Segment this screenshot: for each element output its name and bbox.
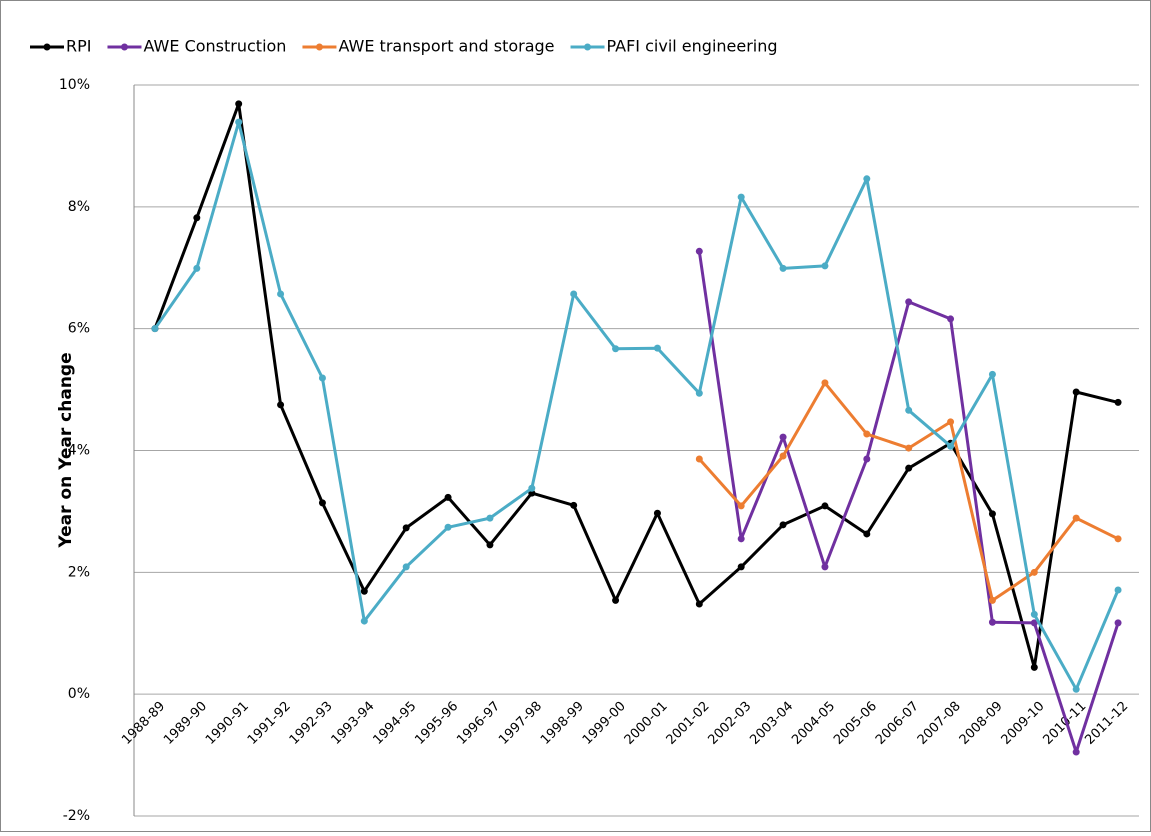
data-point [737, 193, 745, 201]
data-point [1072, 748, 1080, 756]
data-point [947, 418, 955, 426]
data-point [905, 298, 913, 306]
data-point [1114, 619, 1122, 627]
data-point [863, 530, 871, 538]
data-point [947, 315, 955, 323]
legend-label: PAFI civil engineering [607, 37, 778, 56]
data-point [653, 509, 661, 517]
data-point [695, 389, 703, 397]
legend-marker [584, 43, 592, 51]
data-point [486, 514, 494, 522]
y-axis-title: Year on Year change [56, 352, 76, 548]
data-point [360, 617, 368, 625]
data-point [947, 442, 955, 450]
y-tick-label: 0% [68, 686, 90, 702]
data-point [1030, 568, 1038, 576]
y-tick-label: 8% [68, 199, 90, 215]
data-point [905, 406, 913, 414]
data-point [779, 433, 787, 441]
y-tick-label: 2% [68, 564, 90, 580]
data-point [695, 600, 703, 608]
legend-label: AWE Construction [143, 37, 286, 56]
data-point [402, 524, 410, 532]
data-point [528, 489, 536, 497]
data-point [277, 290, 285, 298]
data-point [821, 262, 829, 270]
data-point [695, 455, 703, 463]
data-point [988, 596, 996, 604]
data-point [905, 444, 913, 452]
data-point [570, 290, 578, 298]
y-tick-label: 4% [68, 443, 90, 459]
data-point [193, 264, 201, 272]
data-point [486, 541, 494, 549]
data-point [653, 344, 661, 352]
data-point [1072, 685, 1080, 693]
data-point [1030, 619, 1038, 627]
data-point [318, 499, 326, 507]
data-point [988, 510, 996, 518]
y-tick-label: 10% [59, 77, 90, 93]
data-point [277, 401, 285, 409]
data-point [444, 493, 452, 501]
y-tick-label: 6% [68, 321, 90, 337]
data-point [821, 563, 829, 571]
data-point [821, 379, 829, 387]
data-point [779, 521, 787, 529]
data-point [737, 563, 745, 571]
legend-label: RPI [66, 37, 91, 56]
data-point [1072, 388, 1080, 396]
legend-marker [43, 43, 51, 51]
data-point [863, 175, 871, 183]
legend-label: AWE transport and storage [338, 37, 554, 56]
legend-marker [120, 43, 128, 51]
data-point [905, 464, 913, 472]
data-point [1072, 514, 1080, 522]
y-tick-label: -2% [63, 808, 90, 824]
data-point [402, 563, 410, 571]
data-point [863, 430, 871, 438]
data-point [1114, 398, 1122, 406]
data-point [1030, 663, 1038, 671]
data-point [235, 100, 243, 108]
series-line [153, 120, 1120, 691]
data-point [1114, 586, 1122, 594]
data-point [528, 484, 536, 492]
data-point [612, 596, 620, 604]
data-point [1030, 610, 1038, 618]
data-point [318, 374, 326, 382]
data-point [1114, 535, 1122, 543]
data-point [988, 618, 996, 626]
data-point [737, 502, 745, 510]
data-point [193, 214, 201, 222]
data-point [737, 535, 745, 543]
data-point [695, 247, 703, 255]
data-point [444, 523, 452, 531]
data-point [988, 370, 996, 378]
data-point [779, 452, 787, 460]
legend-marker [315, 43, 323, 51]
data-point [863, 455, 871, 463]
data-point [235, 118, 243, 126]
data-point [570, 501, 578, 509]
data-point [779, 264, 787, 272]
data-point [151, 325, 159, 333]
data-point [360, 587, 368, 595]
data-point [612, 345, 620, 353]
data-point [821, 502, 829, 510]
